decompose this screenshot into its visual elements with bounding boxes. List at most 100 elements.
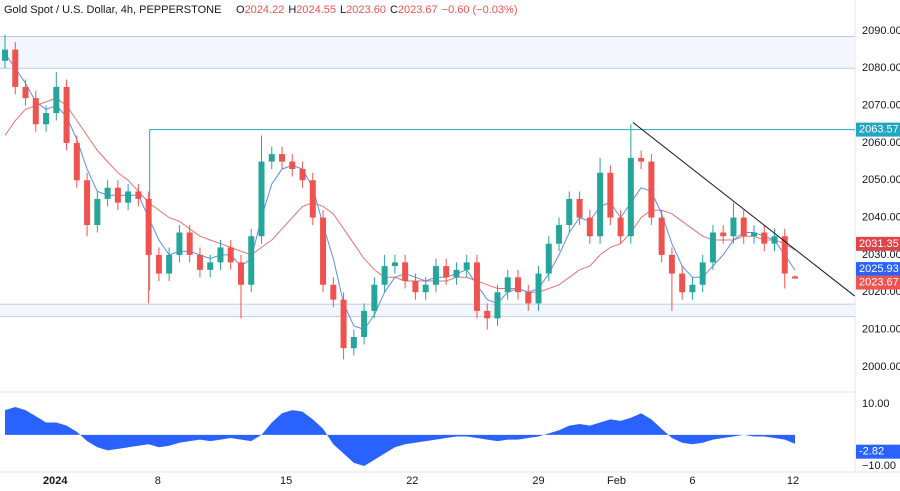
candle-body bbox=[227, 247, 234, 263]
candle-body bbox=[781, 236, 788, 274]
candle-body bbox=[258, 161, 265, 237]
oscillator-area bbox=[5, 407, 796, 466]
candle-body bbox=[422, 284, 429, 293]
candle-body bbox=[648, 161, 655, 218]
candle-body bbox=[43, 113, 50, 125]
candle-body bbox=[186, 232, 193, 255]
candle-body bbox=[73, 142, 80, 181]
candle-body bbox=[279, 154, 286, 162]
trendline bbox=[632, 122, 855, 297]
ohlc-key: H bbox=[288, 4, 296, 16]
candle-body bbox=[535, 273, 542, 304]
candle-body bbox=[12, 49, 19, 87]
y-tick-label: 2010.00 bbox=[862, 323, 900, 335]
level-tag: 2063.57 bbox=[859, 124, 899, 136]
symbol: Gold Spot / U.S. Dollar, 4h, PEPPERSTONE bbox=[4, 4, 221, 16]
ohlc-legend: O2024.22 H2024.55 L2023.60 C2023.67 −0.60 (−… bbox=[236, 4, 518, 16]
level-tag-bg bbox=[856, 122, 900, 137]
candle-body bbox=[350, 337, 357, 349]
osc-tick-label: 10.00 bbox=[862, 398, 890, 410]
candle-body bbox=[2, 49, 8, 61]
candle-body bbox=[176, 232, 183, 255]
candle-body bbox=[104, 187, 111, 199]
candle-body bbox=[473, 262, 480, 311]
candle-body bbox=[320, 217, 327, 285]
candle-body bbox=[22, 86, 29, 99]
candle-body bbox=[740, 217, 747, 237]
candle-body bbox=[463, 262, 470, 270]
candle-body bbox=[771, 236, 778, 244]
x-tick-label: 29 bbox=[532, 475, 544, 487]
x-tick-label: 22 bbox=[406, 475, 418, 487]
candle-body bbox=[484, 310, 491, 319]
candle-body bbox=[432, 266, 439, 285]
y-tick-label: 2080.00 bbox=[862, 62, 900, 74]
ohlc-value: 2023.60 bbox=[346, 4, 386, 16]
candle-body bbox=[689, 284, 696, 293]
candle-body bbox=[761, 232, 768, 244]
candle-body bbox=[566, 198, 573, 226]
candle-body bbox=[545, 243, 552, 274]
close-tag: 2023.67 bbox=[859, 276, 899, 288]
candle-body bbox=[699, 262, 706, 285]
candle-body bbox=[586, 217, 593, 237]
zone bbox=[0, 36, 855, 69]
candle-body bbox=[412, 281, 419, 293]
candle-body bbox=[720, 232, 727, 237]
candle-body bbox=[63, 86, 70, 143]
candle-body bbox=[391, 262, 398, 267]
candle-body bbox=[217, 247, 224, 263]
ma-slow-tag: 2031.35 bbox=[859, 238, 899, 250]
candle-body bbox=[268, 154, 275, 162]
candle-body bbox=[792, 276, 799, 279]
candle-body bbox=[709, 232, 716, 263]
candle-body bbox=[340, 299, 347, 349]
candle-body bbox=[371, 284, 378, 311]
header: Gold Spot / U.S. Dollar, 4h, PEPPERSTONE… bbox=[4, 4, 518, 16]
ohlc-key: C bbox=[390, 4, 398, 16]
candle-body bbox=[556, 225, 563, 244]
candle-body bbox=[196, 254, 203, 270]
candle-body bbox=[114, 187, 121, 203]
candle-body bbox=[638, 157, 645, 162]
candle-body bbox=[494, 292, 501, 319]
candle-body bbox=[248, 236, 255, 285]
candle-body bbox=[525, 292, 532, 304]
ohlc-value: 2023.67 bbox=[398, 4, 438, 16]
candle-body bbox=[627, 157, 634, 237]
candle-body bbox=[145, 198, 152, 255]
ma-slow bbox=[4, 97, 796, 293]
ma-slow-tag-bg bbox=[856, 236, 900, 251]
change: −0.60 (−0.03%) bbox=[442, 4, 518, 16]
x-tick-label: 12 bbox=[787, 475, 799, 487]
y-tick-label: 2090.00 bbox=[862, 25, 900, 37]
candle-body bbox=[668, 254, 675, 274]
ohlc-key: L bbox=[340, 4, 346, 16]
y-tick-label: 2050.00 bbox=[862, 174, 900, 186]
x-tick-label: 15 bbox=[280, 475, 292, 487]
candle-body bbox=[597, 172, 604, 237]
candle-body bbox=[155, 254, 162, 274]
y-tick-label: 2030.00 bbox=[862, 249, 900, 261]
candle-body bbox=[381, 266, 388, 285]
ohlc-value: 2024.22 bbox=[245, 4, 285, 16]
osc-tick-label: −10.00 bbox=[862, 460, 896, 472]
x-tick-label: 8 bbox=[155, 475, 161, 487]
x-tick-label: Feb bbox=[607, 475, 626, 487]
candle-body bbox=[330, 284, 337, 300]
candle-body bbox=[658, 217, 665, 255]
y-tick-label: 2070.00 bbox=[862, 100, 900, 112]
candle-body bbox=[443, 266, 450, 278]
osc-tag: -2.82 bbox=[859, 446, 884, 458]
y-tick-label: 2040.00 bbox=[862, 211, 900, 223]
candle-body bbox=[750, 232, 757, 237]
candle-body bbox=[504, 277, 511, 293]
candle-body bbox=[84, 180, 91, 226]
x-tick-label: 6 bbox=[689, 475, 695, 487]
candle-body bbox=[53, 86, 60, 114]
close-tag-bg bbox=[856, 275, 900, 290]
ohlc-value: 2024.55 bbox=[296, 4, 336, 16]
candle-body bbox=[730, 217, 737, 237]
